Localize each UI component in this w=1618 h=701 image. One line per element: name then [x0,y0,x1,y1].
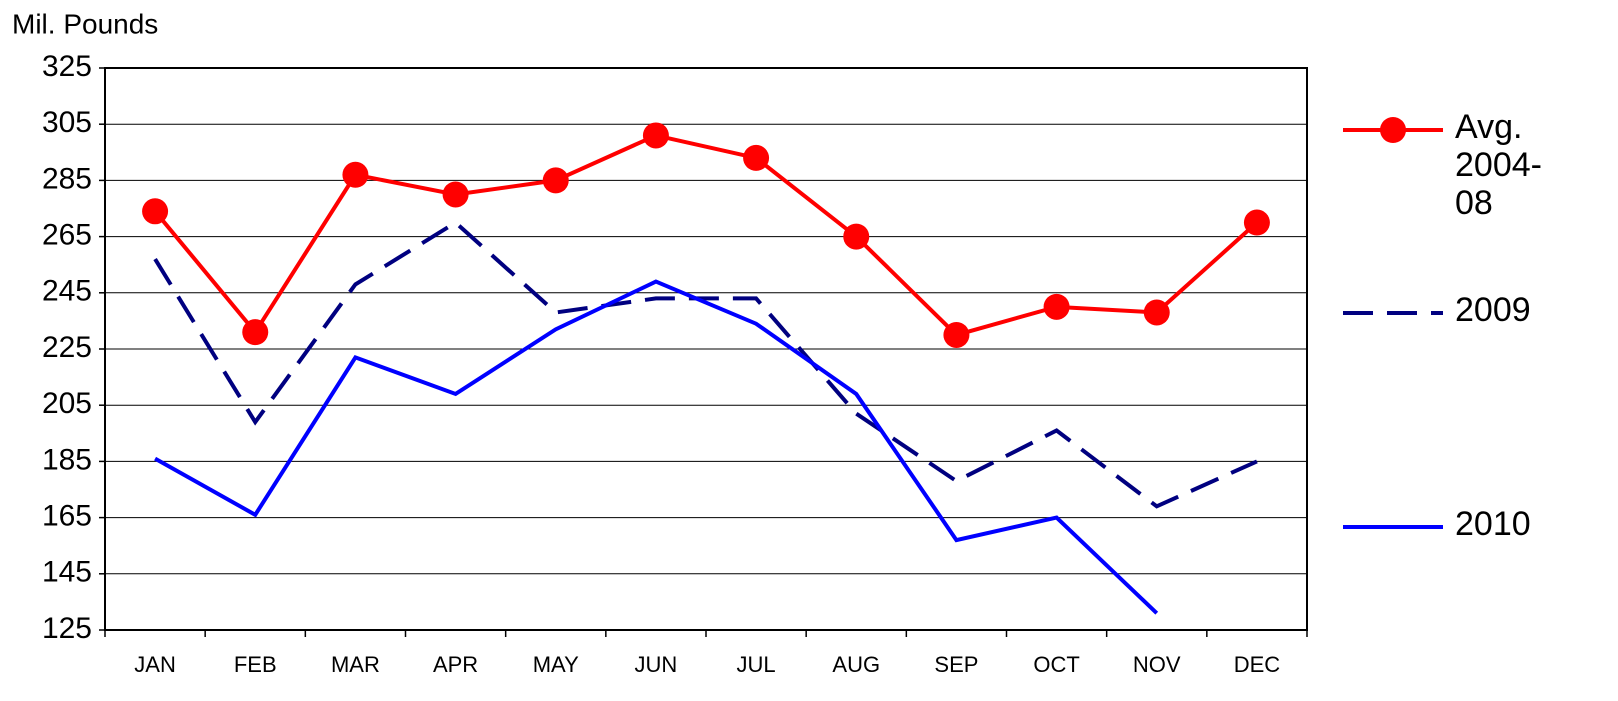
data-point [1243,209,1270,236]
data-point [1043,293,1070,320]
x-tick-label: JUN [635,652,678,677]
series-line [154,279,1159,615]
data-point [242,319,269,346]
data-point [943,321,970,348]
x-tick-label: JUL [737,652,776,677]
data-point [542,167,569,194]
x-tick-label: APR [433,652,478,677]
y-tick-label: 285 [42,162,92,195]
y-tick-label: 205 [42,387,92,420]
x-tick-label: MAY [533,652,579,677]
y-tick-label: 145 [42,556,92,589]
data-point [642,122,669,149]
data-point [442,181,469,208]
y-tick-label: 185 [42,443,92,476]
y-tick-label: 245 [42,275,92,308]
legend-marker [1380,117,1406,143]
legend-label: 2010 [1455,505,1531,543]
data-point [743,144,770,171]
x-tick-label: FEB [234,652,277,677]
legend-label: 2009 [1455,291,1531,329]
data-point [843,223,870,250]
y-axis-title: Mil. Pounds [12,8,158,39]
y-tick-label: 125 [42,612,92,645]
legend-label: Avg. 2004-08 [1455,108,1542,222]
y-tick-label: 325 [42,50,92,83]
x-tick-label: OCT [1033,652,1079,677]
series-line [153,220,1258,509]
y-tick-label: 225 [42,331,92,364]
y-tick-label: 265 [42,219,92,252]
series-line [153,133,1259,338]
x-tick-label: AUG [832,652,880,677]
x-tick-label: SEP [934,652,978,677]
x-tick-label: JAN [134,652,176,677]
y-tick-label: 305 [42,106,92,139]
y-tick-label: 165 [42,500,92,533]
data-point [1143,299,1170,326]
x-tick-label: MAR [331,652,380,677]
x-tick-label: NOV [1133,652,1181,677]
x-tick-label: DEC [1234,652,1281,677]
data-point [142,198,169,225]
data-point [342,161,369,188]
